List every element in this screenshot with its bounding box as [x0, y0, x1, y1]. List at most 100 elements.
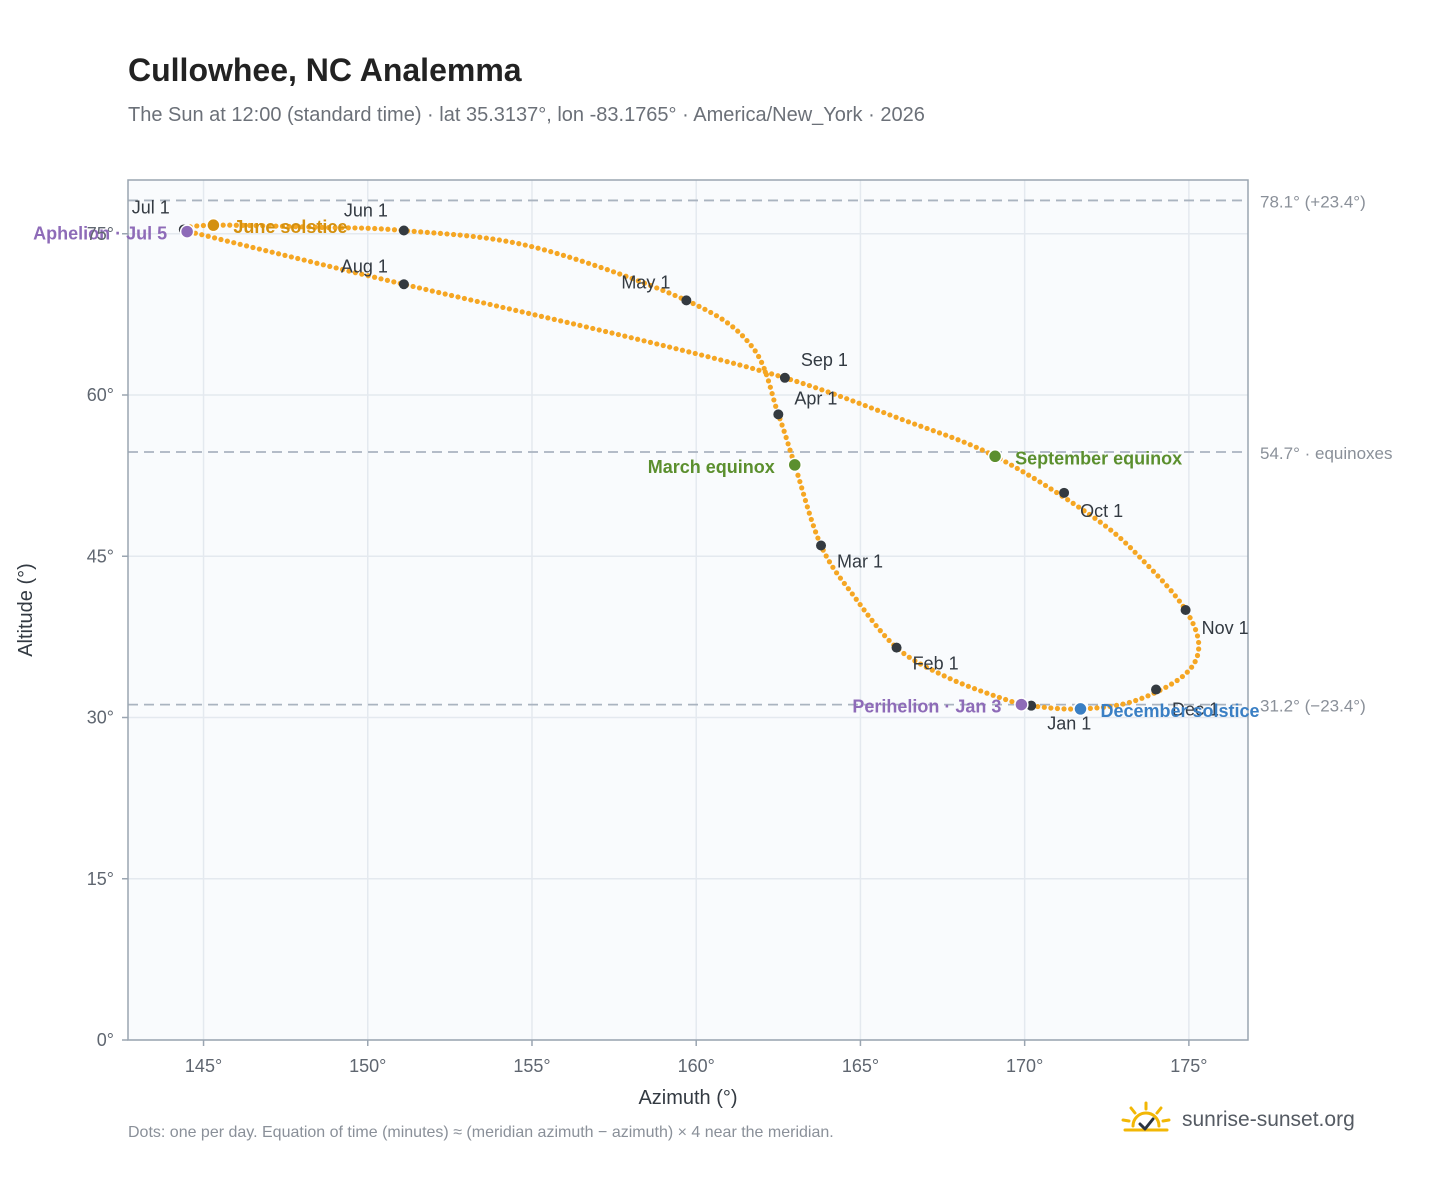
- reference-line-label: 54.7° · equinoxes: [1260, 444, 1393, 463]
- daily-dot: [205, 233, 211, 239]
- daily-dot: [299, 224, 305, 230]
- daily-dot: [1168, 681, 1175, 687]
- daily-dot: [912, 421, 918, 427]
- month-label: Aug 1: [341, 256, 388, 276]
- daily-dot: [617, 271, 623, 277]
- month-marker: [398, 225, 409, 236]
- daily-dot: [1164, 583, 1170, 589]
- daily-dot: [850, 398, 856, 404]
- daily-dot: [1159, 578, 1166, 584]
- daily-dot: [1107, 703, 1113, 710]
- daily-dot: [1113, 702, 1120, 708]
- daily-dot: [477, 234, 483, 240]
- daily-dot: [273, 223, 279, 229]
- daily-dot: [947, 676, 953, 682]
- daily-dot: [516, 241, 522, 247]
- daily-dot: [522, 242, 528, 248]
- daily-dot: [513, 307, 519, 314]
- daily-dot: [345, 225, 351, 231]
- x-axis-label: Azimuth (°): [638, 1087, 737, 1109]
- daily-dot: [464, 233, 470, 239]
- daily-dot: [359, 271, 365, 277]
- daily-dot: [1155, 573, 1161, 579]
- daily-dot: [765, 378, 772, 384]
- event-marker: [206, 217, 221, 233]
- daily-dot: [1113, 531, 1119, 537]
- daily-dot: [275, 251, 282, 257]
- daily-dot: [1087, 705, 1093, 711]
- daily-dot: [761, 365, 767, 372]
- daily-dot: [233, 222, 239, 228]
- daily-dot: [1092, 515, 1098, 521]
- daily-dot: [503, 238, 509, 244]
- x-tick-label: 165°: [842, 1056, 879, 1076]
- daily-dot: [490, 236, 496, 242]
- daily-dot: [844, 396, 850, 402]
- daily-dot: [437, 230, 444, 236]
- daily-dot: [260, 223, 266, 229]
- daily-dot: [585, 260, 592, 266]
- daily-dot: [719, 316, 725, 322]
- daily-dot: [554, 250, 560, 257]
- daily-dot: [314, 260, 320, 266]
- brand-link[interactable]: sunrise-sunset.org: [1120, 1100, 1355, 1139]
- daily-dot: [823, 553, 829, 559]
- daily-dot: [996, 694, 1002, 701]
- daily-dot: [819, 387, 825, 393]
- daily-dot: [874, 407, 881, 413]
- daily-dot: [845, 586, 851, 592]
- x-tick-label: 145°: [185, 1056, 222, 1076]
- daily-dot: [1035, 703, 1041, 710]
- daily-dot: [984, 690, 990, 696]
- daily-dot: [211, 235, 218, 241]
- daily-dot: [735, 328, 741, 334]
- daily-dot: [628, 335, 634, 341]
- daily-dot: [1187, 615, 1193, 621]
- event-label: Aphelion · Jul 5: [33, 224, 167, 244]
- daily-dot: [881, 409, 887, 416]
- month-label: Jan 1: [1047, 714, 1091, 734]
- daily-dot: [1172, 593, 1178, 599]
- daily-dot: [1139, 695, 1145, 701]
- event-marker: [1073, 701, 1088, 717]
- daily-dot: [837, 393, 844, 400]
- daily-dot: [648, 282, 654, 289]
- daily-dot: [708, 309, 714, 316]
- daily-dot: [1026, 472, 1032, 478]
- daily-dot: [1041, 704, 1047, 710]
- axes: 145° 150° 155° 160° 165° 170° 175° 0° 15° 30° 45° 6…: [15, 224, 1207, 1109]
- x-tick-label: 160°: [678, 1056, 715, 1076]
- daily-dot: [973, 444, 979, 450]
- daily-dot: [853, 596, 859, 602]
- y-tick-label: 15°: [87, 869, 114, 889]
- daily-dot: [1065, 497, 1071, 503]
- daily-dot: [849, 591, 855, 597]
- footnote: Dots: one per day. Equation of time (min…: [128, 1124, 834, 1141]
- daily-dot: [1086, 511, 1093, 518]
- daily-dot: [857, 601, 863, 608]
- daily-dot: [808, 516, 814, 523]
- daily-dot: [787, 447, 793, 453]
- daily-dot: [758, 359, 765, 365]
- daily-dot: [794, 378, 800, 385]
- chart-subtitle: The Sun at 12:00 (standard time) · lat 3…: [128, 104, 925, 126]
- daily-dot: [775, 373, 781, 379]
- daily-dot: [785, 441, 791, 447]
- daily-dot: [713, 313, 720, 319]
- daily-dot: [1100, 704, 1107, 710]
- daily-dot: [783, 434, 789, 441]
- daily-dot: [1176, 598, 1182, 604]
- daily-dot: [1127, 545, 1134, 551]
- daily-dot: [573, 256, 579, 262]
- daily-dot: [444, 231, 450, 237]
- daily-dot: [923, 664, 930, 670]
- daily-dot: [797, 478, 803, 485]
- daily-dot: [288, 254, 294, 260]
- daily-dot: [1054, 705, 1061, 712]
- daily-dot: [352, 270, 358, 276]
- daily-dot: [724, 359, 730, 365]
- month-label: Sep 1: [801, 350, 848, 370]
- daily-dot: [795, 472, 801, 478]
- event-label: December solstice: [1100, 701, 1259, 721]
